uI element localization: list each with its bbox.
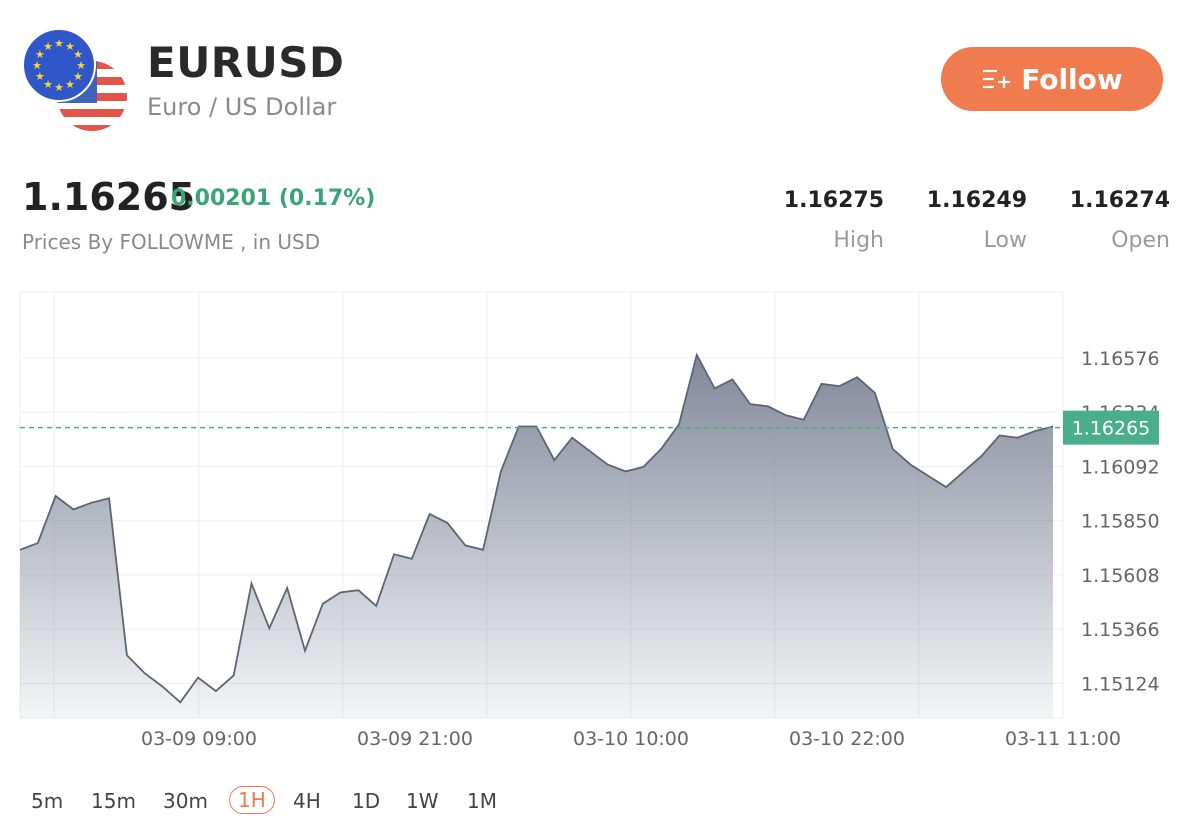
timeframe-5m[interactable]: 5m [31, 789, 64, 813]
timeframe-30m[interactable]: 30m [163, 789, 208, 813]
follow-label: Follow [1021, 62, 1123, 96]
add-list-icon [981, 67, 1011, 91]
svg-text:★: ★ [54, 81, 64, 94]
timeframe-1d[interactable]: 1D [352, 789, 381, 813]
svg-text:★: ★ [65, 40, 75, 53]
open-label: Open [1111, 228, 1170, 253]
current-price-label: 1.16265 [1072, 418, 1151, 440]
currency-flags: ★ ★★★★★★★★★★★ [22, 28, 127, 131]
timeframe-15m[interactable]: 15m [91, 789, 136, 813]
svg-text:★: ★ [35, 70, 45, 83]
svg-text:★: ★ [35, 48, 45, 61]
y-tick-label: 1.15850 [1081, 511, 1160, 533]
price-source: Prices By FOLLOWME , in USD [22, 230, 321, 254]
timeframe-1w[interactable]: 1W [406, 789, 439, 813]
open-value: 1.16274 [1069, 188, 1170, 213]
symbol-name: Euro / US Dollar [147, 93, 337, 121]
timeframe-4h[interactable]: 4H [293, 789, 321, 813]
svg-text:★: ★ [73, 70, 83, 83]
current-price-marker [1063, 410, 1159, 445]
y-tick-label: 1.15124 [1081, 673, 1160, 695]
y-tick-label: 1.15366 [1081, 619, 1160, 641]
timeframe-1m[interactable]: 1M [467, 789, 497, 813]
symbol-title: EURUSD [147, 38, 345, 87]
x-tick-label: 03-09 09:00 [141, 728, 257, 750]
high-label: High [833, 228, 884, 253]
low-label: Low [983, 228, 1027, 253]
svg-text:★: ★ [76, 59, 86, 72]
price-area [20, 354, 1053, 718]
low-value: 1.16249 [926, 188, 1027, 213]
y-tick-label: 1.16576 [1081, 348, 1160, 370]
eu-flag-icon: ★ ★★★★★★★★★★★ [22, 28, 96, 102]
svg-text:★: ★ [43, 40, 53, 53]
timeframe-1h[interactable]: 1H [229, 786, 275, 814]
y-tick-label: 1.16092 [1081, 456, 1160, 478]
svg-text:★: ★ [32, 59, 42, 72]
high-value: 1.16275 [783, 188, 884, 213]
x-tick-label: 03-09 21:00 [357, 728, 473, 750]
x-tick-label: 03-10 22:00 [789, 728, 905, 750]
x-tick-label: 03-11 11:00 [1005, 728, 1121, 750]
svg-text:★: ★ [65, 78, 75, 91]
current-price: 1.16265 [22, 175, 196, 219]
svg-text:★: ★ [73, 48, 83, 61]
x-tick-label: 03-10 10:00 [573, 728, 689, 750]
price-change: 0.00201 (0.17%) [171, 186, 376, 211]
follow-button[interactable]: Follow [941, 47, 1163, 111]
svg-text:★: ★ [43, 78, 53, 91]
price-chart[interactable]: 1.165761.163341.160921.158501.156081.153… [0, 280, 1192, 760]
y-tick-label: 1.15608 [1081, 565, 1160, 587]
price-line [19, 352, 1054, 704]
svg-text:★: ★ [54, 37, 64, 50]
